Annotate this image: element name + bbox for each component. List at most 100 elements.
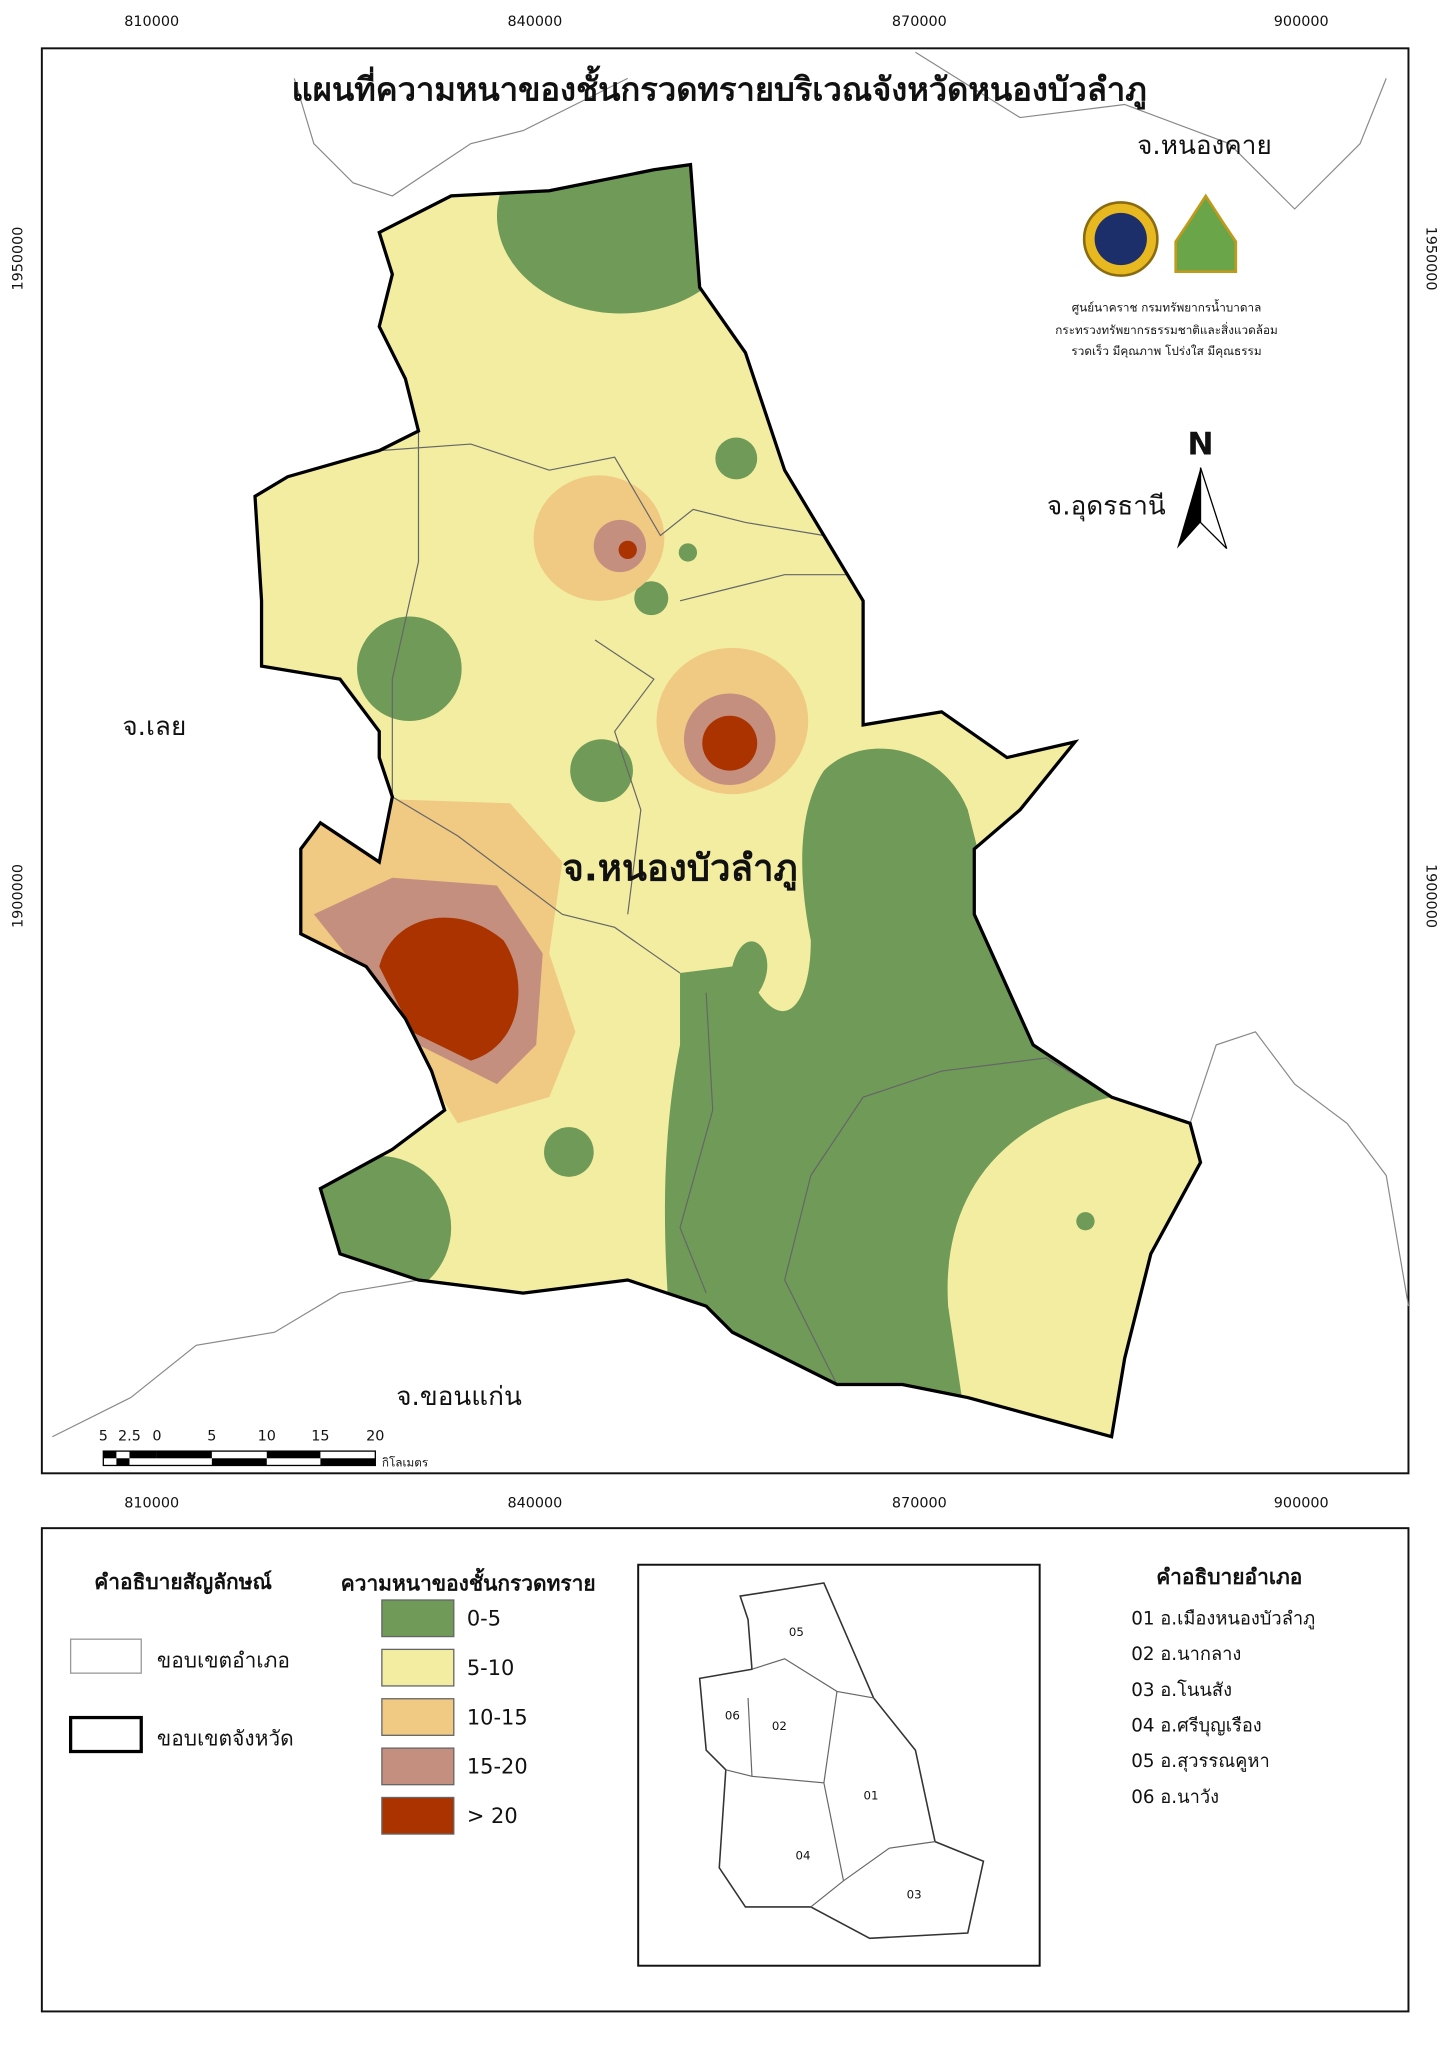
district-item: 06 อ.นาวัง [1131, 1787, 1219, 1808]
y-tick-label: 1950000 [1423, 227, 1439, 291]
north-label: N [1187, 426, 1213, 462]
scale-label: 5 [207, 1429, 216, 1445]
legend-label: ขอบเขตจังหวัด [157, 1727, 294, 1751]
inset-label: 06 [725, 1709, 740, 1723]
district-boundaries [379, 431, 1112, 1385]
zone [544, 1127, 594, 1177]
scale-bar-segment [116, 1458, 130, 1466]
boundary-line [1189, 1031, 1410, 1307]
coordinate-ticks: 810000 840000 870000 900000 810000 84000… [10, 14, 1438, 1511]
zone [357, 616, 462, 721]
legend-swatch [381, 1796, 455, 1835]
district-list: 01 อ.เมืองหนองบัวลำภู 02 อ.นากลาง 03 อ.โนน… [1131, 1609, 1315, 1808]
scale-bar-segment [211, 1458, 267, 1466]
scale-bar-segment [320, 1458, 376, 1466]
x-tick-label: 840000 [507, 1495, 562, 1511]
neighbour-boundaries [52, 51, 1410, 1438]
scale-label: 2.5 [118, 1429, 141, 1445]
district-line [679, 574, 851, 602]
legend-label: > 20 [467, 1804, 518, 1828]
legend-label: 5-10 [467, 1656, 514, 1680]
legend-label: ขอบเขตอำเภอ [157, 1648, 290, 1672]
zone [715, 437, 758, 480]
y-tick-label: 1950000 [10, 227, 26, 291]
inset-district-line [725, 1658, 936, 1908]
district-item: 04 อ.ศรีบุญเรือง [1131, 1716, 1262, 1738]
legend-label: 15-20 [467, 1755, 528, 1779]
inset-label: 03 [907, 1888, 922, 1902]
zone [678, 543, 698, 562]
boundary-line [52, 1279, 419, 1438]
district-line [784, 1175, 838, 1385]
zone [664, 748, 1112, 1437]
district-item: 05 อ.สุวรรณคูหา [1131, 1751, 1270, 1773]
map-title: แผนที่ความหนาของชั้นกรวดทรายบริเวณจังหวั… [292, 64, 1147, 110]
scale-bar-segment [266, 1451, 321, 1459]
agency-text: ศูนย์นาคราช กรมทรัพยากรน้ำบาดาล [1072, 299, 1262, 316]
legend-swatch [381, 1698, 455, 1736]
y-tick-label: 1900000 [10, 864, 26, 928]
scale-bar [102, 1450, 376, 1467]
scale-bar-segment [129, 1451, 157, 1459]
zone [634, 581, 669, 616]
scale-bar-segment [103, 1451, 117, 1459]
logo [1174, 193, 1238, 273]
legend-heading: คำอธิบายอำเภอ [1156, 1565, 1302, 1589]
symbol-province [68, 1715, 143, 1754]
x-tick-label: 900000 [1274, 1495, 1329, 1511]
zone [570, 739, 633, 802]
zone [702, 715, 758, 771]
legend-heading: ความหนาของชั้นกรวดทราย [341, 1567, 596, 1595]
symbol-district [69, 1638, 142, 1674]
y-tick-label: 1900000 [1423, 864, 1439, 928]
inset-map: 05 06 02 01 04 03 [698, 1582, 985, 1940]
scale-label: 15 [311, 1429, 329, 1445]
north-arrow [1199, 467, 1228, 550]
inset-label: 04 [795, 1849, 810, 1863]
place-label: จ.อุดรธานี [1047, 491, 1166, 521]
x-tick-label: 870000 [892, 14, 947, 30]
inset-label: 05 [789, 1625, 804, 1639]
legend-heading: คำอธิบายสัญลักษณ์ [94, 1570, 272, 1595]
legend-label: 0-5 [467, 1607, 501, 1631]
place-label: จ.ขอนแก่น [396, 1382, 522, 1412]
zone [379, 917, 519, 1061]
place-label: จ.เลย [122, 712, 186, 742]
x-tick-label: 870000 [892, 1495, 947, 1511]
scale-label: 20 [366, 1429, 384, 1445]
district-line [594, 639, 655, 915]
x-tick-label: 810000 [124, 1495, 179, 1511]
legend-label: 10-15 [467, 1705, 528, 1729]
district-line [810, 1057, 1112, 1176]
place-label: จ.หนองคาย [1137, 131, 1272, 161]
scale-labels: 5 2.5 0 5 10 15 20 [99, 1429, 385, 1445]
legend-swatch [381, 1648, 455, 1687]
scale-unit: กิโลเมตร [382, 1455, 428, 1469]
legend-swatch [381, 1747, 455, 1786]
province-label: จ.หนองบัวลำภู [562, 846, 797, 891]
scale-bar-segment [156, 1451, 212, 1459]
logo [1094, 212, 1147, 266]
scale-label: 5 [99, 1429, 108, 1445]
agency-text: กระทรวงทรัพยากรธรรมชาติและสิ่งแวดล้อม [1055, 322, 1278, 337]
boundary-line [915, 51, 1387, 210]
thickness-zones [294, 164, 1112, 1437]
district-line [679, 992, 714, 1294]
x-tick-label: 900000 [1274, 14, 1329, 30]
district-item: 03 อ.โนนสัง [1131, 1679, 1232, 1701]
legend-swatch [381, 1599, 455, 1638]
x-tick-label: 840000 [507, 14, 562, 30]
district-line [379, 443, 824, 537]
district-line [391, 431, 681, 974]
agency-text: รวดเร็ว มีคุณภาพ โปร่งใส มีคุณธรรม [1071, 343, 1261, 358]
boundary-line [293, 77, 628, 197]
agency-logos [1082, 193, 1238, 277]
inset-label: 01 [863, 1788, 878, 1802]
thickness-legend: 0-5 5-10 10-15 15-20 > 20 [381, 1599, 528, 1835]
zone [618, 540, 637, 560]
scale-label: 10 [258, 1429, 276, 1445]
district-item: 01 อ.เมืองหนองบัวลำภู [1131, 1609, 1315, 1630]
scale-label: 0 [152, 1429, 161, 1445]
